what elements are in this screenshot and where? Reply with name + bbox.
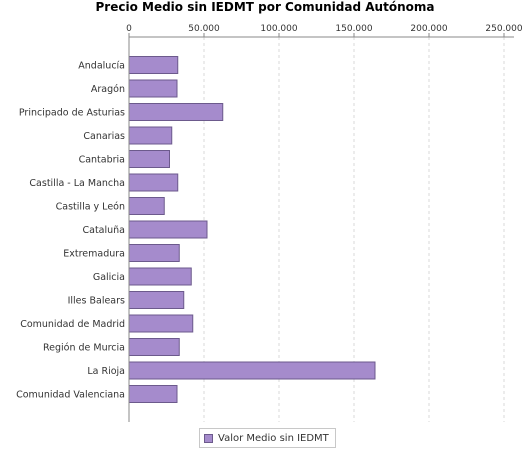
category-label: Castilla y León [56, 202, 125, 213]
bar [128, 385, 178, 403]
legend: Valor Medio sin IEDMT [199, 428, 336, 448]
bar [128, 173, 179, 192]
bar [128, 291, 185, 309]
bar [128, 361, 376, 380]
category-label: Andalucía [78, 61, 125, 72]
category-label: Extremadura [63, 249, 125, 260]
tick-label: 150.000 [335, 24, 372, 34]
bar [128, 197, 165, 215]
category-label: La Rioja [87, 366, 125, 377]
bar [128, 314, 194, 333]
bar [128, 126, 173, 145]
bar [128, 103, 224, 121]
x-axis-ticks: 0 50.000 100.000 150.000 200.000 250.000 [126, 24, 523, 37]
bars [128, 56, 376, 403]
category-label: Aragón [91, 84, 125, 95]
legend-swatch [204, 433, 213, 443]
category-label: Principado de Asturias [19, 108, 125, 119]
tick-label: 0 [126, 24, 132, 34]
bar [128, 244, 180, 262]
category-label: Cataluña [82, 225, 125, 236]
category-label: Comunidad de Madrid [20, 319, 125, 330]
tick-label: 100.000 [260, 24, 297, 34]
bar [128, 79, 178, 98]
chart-title: Precio Medio sin IEDMT por Comunidad Aut… [96, 0, 435, 14]
legend-label: Valor Medio sin IEDMT [218, 432, 329, 444]
category-label: Comunidad Valenciana [16, 390, 125, 401]
tick-label: 50.000 [188, 24, 220, 34]
category-label: Región de Murcia [43, 343, 125, 354]
category-label: Canarias [83, 131, 125, 142]
bar [128, 150, 170, 168]
tick-label: 200.000 [410, 24, 447, 34]
bar [128, 267, 192, 286]
category-labels: Andalucía Aragón Principado de Asturias Can… [16, 61, 125, 401]
tick-label: 250.000 [485, 24, 522, 34]
category-label: Galicia [93, 272, 125, 283]
bar [128, 220, 208, 239]
bar [128, 338, 180, 356]
bar [128, 56, 179, 74]
category-label: Illes Balears [68, 296, 125, 307]
category-label: Castilla - La Mancha [29, 178, 125, 189]
category-label: Cantabria [79, 155, 125, 166]
